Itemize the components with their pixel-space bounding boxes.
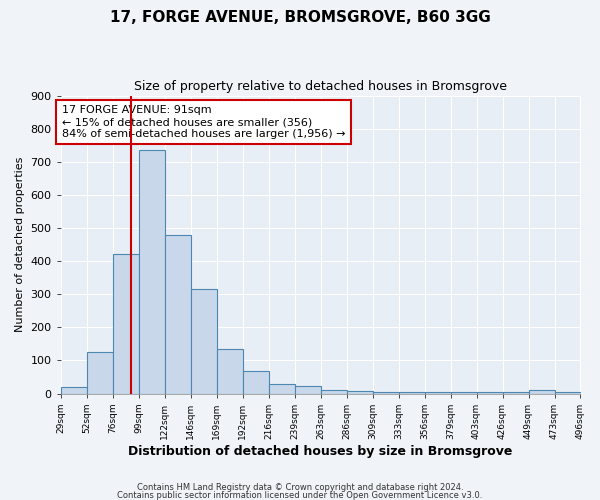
Bar <box>320 390 347 394</box>
Bar <box>554 392 581 394</box>
Text: 17 FORGE AVENUE: 91sqm
← 15% of detached houses are smaller (356)
84% of semi-de: 17 FORGE AVENUE: 91sqm ← 15% of detached… <box>62 106 346 138</box>
Bar <box>113 254 139 394</box>
Bar <box>529 390 554 394</box>
Title: Size of property relative to detached houses in Bromsgrove: Size of property relative to detached ho… <box>134 80 507 93</box>
Text: Contains HM Land Registry data © Crown copyright and database right 2024.: Contains HM Land Registry data © Crown c… <box>137 484 463 492</box>
Bar <box>86 352 113 394</box>
Bar <box>269 384 295 394</box>
Bar <box>398 392 425 394</box>
X-axis label: Distribution of detached houses by size in Bromsgrove: Distribution of detached houses by size … <box>128 444 513 458</box>
Bar <box>139 150 164 394</box>
Bar <box>295 386 320 394</box>
Bar <box>425 392 451 394</box>
Bar <box>451 392 476 394</box>
Bar <box>503 392 529 394</box>
Bar <box>373 392 398 394</box>
Bar <box>347 390 373 394</box>
Text: 17, FORGE AVENUE, BROMSGROVE, B60 3GG: 17, FORGE AVENUE, BROMSGROVE, B60 3GG <box>110 10 490 25</box>
Bar <box>61 387 86 394</box>
Bar <box>164 234 191 394</box>
Bar <box>242 371 269 394</box>
Bar <box>476 392 503 394</box>
Bar <box>217 349 242 394</box>
Y-axis label: Number of detached properties: Number of detached properties <box>15 157 25 332</box>
Bar <box>191 289 217 394</box>
Text: Contains public sector information licensed under the Open Government Licence v3: Contains public sector information licen… <box>118 490 482 500</box>
